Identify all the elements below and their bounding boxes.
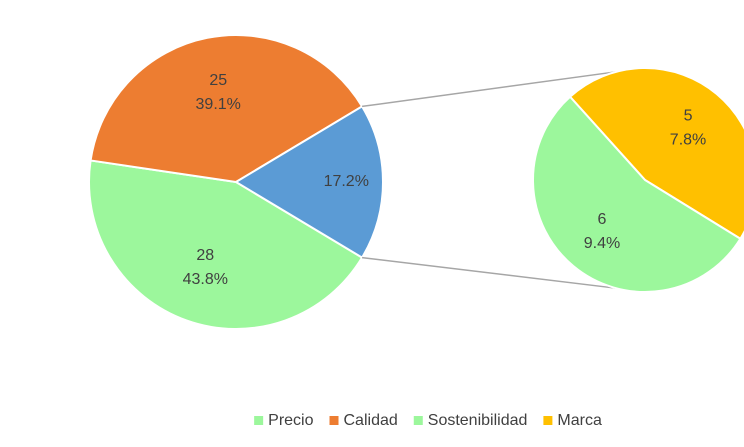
value-label: 5 [684, 108, 693, 125]
legend-label: Marca [557, 412, 602, 429]
pie-slice [532, 95, 742, 293]
percent-label: 43.8% [183, 271, 228, 288]
value-label: 25 [209, 72, 227, 89]
percent-label: 9.4% [584, 235, 620, 252]
legend-swatch [413, 416, 423, 425]
percent-label: 39.1% [196, 96, 241, 113]
pie-slice [234, 105, 384, 259]
connector [361, 71, 617, 108]
pie-slice [89, 34, 364, 184]
value-label: 6 [598, 211, 607, 228]
legend-label: Sostenibilidad [428, 412, 528, 429]
legend-swatch [254, 416, 264, 425]
connector [361, 256, 617, 289]
legend-label: Calidad [344, 412, 398, 429]
percent-label: 7.8% [670, 132, 706, 149]
legend-label: Precio [268, 412, 313, 429]
legend-swatch [543, 416, 553, 425]
pie-slice [568, 67, 744, 241]
value-label: 28 [196, 247, 214, 264]
percent-label: 17.2% [324, 173, 369, 190]
legend-swatch [329, 416, 339, 425]
pie-slice [88, 159, 364, 330]
